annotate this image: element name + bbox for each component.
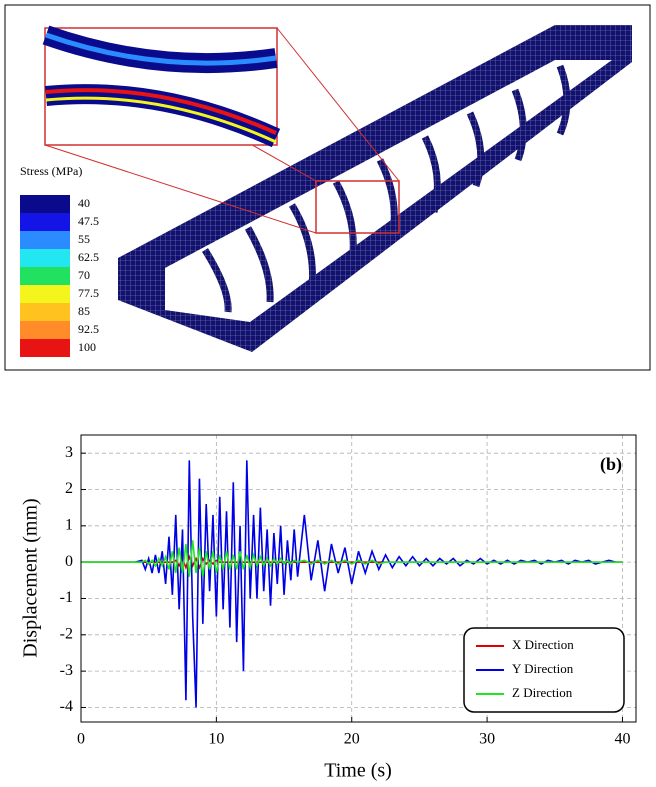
data-line [81, 540, 623, 577]
legend-swatch [20, 303, 70, 321]
legend-swatch [20, 195, 70, 213]
x-axis-label: Time (s) [324, 760, 392, 782]
x-tick-label: 20 [344, 731, 360, 748]
stress-legend: 40 47.5 55 62.5 70 77.5 85 92.5 100 [20, 195, 99, 357]
legend-label: 70 [78, 268, 90, 282]
y-tick-label: 1 [65, 516, 73, 533]
y-axis-label: Displacement (mm) [20, 498, 42, 657]
y-tick-label: -1 [60, 589, 73, 606]
legend-label: 47.5 [78, 214, 99, 228]
y-tick-label: 2 [65, 480, 73, 497]
legend-label: 40 [78, 196, 90, 210]
panel-label: (b) [600, 454, 622, 475]
legend-swatch [20, 285, 70, 303]
legend-swatch [20, 213, 70, 231]
x-tick-label: 40 [614, 731, 630, 748]
fe-model [118, 25, 632, 352]
y-tick-label: 3 [65, 444, 73, 461]
legend-label: X Direction [512, 637, 574, 652]
plot-frame [80, 434, 637, 723]
legend-label: 92.5 [78, 322, 99, 336]
legend-swatch [20, 321, 70, 339]
legend-label: Y Direction [512, 661, 574, 676]
y-tick-label: 0 [65, 553, 73, 570]
legend-label: 77.5 [78, 286, 99, 300]
chart: 0 10 20 30 40 -4 -3 -2 -1 0 1 2 3 X Direction Y Direct… [60, 434, 637, 748]
stress-legend-title: Stress (MPa) [20, 164, 82, 178]
x-tick-label: 0 [77, 731, 85, 748]
y-tick-label: -3 [60, 662, 73, 679]
legend-swatch [20, 249, 70, 267]
legend-swatch [20, 339, 70, 357]
legend-label: 62.5 [78, 250, 99, 264]
legend-label: 100 [78, 340, 96, 354]
legend-swatch [20, 231, 70, 249]
y-tick-label: -4 [60, 698, 73, 715]
zoom-callout [42, 25, 400, 234]
y-tick-label: -2 [60, 625, 73, 642]
legend-label: Z Direction [512, 685, 573, 700]
legend-box [463, 627, 625, 713]
data-line [81, 460, 623, 708]
legend-swatch [20, 267, 70, 285]
x-tick-label: 10 [208, 731, 224, 748]
x-tick-label: 30 [479, 731, 495, 748]
legend-label: 55 [78, 232, 90, 246]
legend-label: 85 [78, 304, 90, 318]
